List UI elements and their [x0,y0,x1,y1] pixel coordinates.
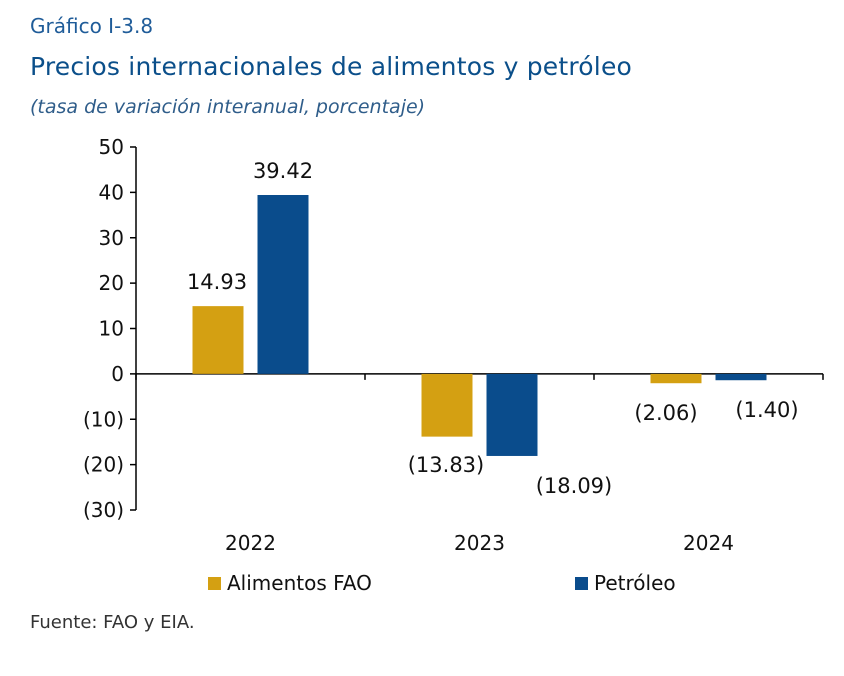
data-label: (13.83) [408,453,485,477]
bar-petr-leo-2024 [715,373,767,381]
legend-label: Alimentos FAO [227,571,372,595]
legend-swatch [208,577,221,590]
chart-title: Precios internacionales de alimentos y p… [30,52,633,81]
y-tick-label: 10 [99,317,124,341]
bar-alimentos-fao-2023 [421,373,473,437]
bar-alimentos-fao-2024 [650,373,702,384]
source-note: Fuente: FAO y EIA. [30,612,195,633]
y-tick-label: (30) [83,498,124,522]
chart-subtitle: (tasa de variación interanual, porcentaj… [30,96,426,118]
y-tick-label: 40 [99,180,124,204]
x-tick-label: 2023 [454,531,505,555]
data-label: (2.06) [634,401,697,425]
bar-alimentos-fao-2022 [192,306,244,374]
y-tick-label: (10) [83,407,124,431]
y-tick-label: 0 [111,362,124,386]
data-label: 14.93 [187,270,247,294]
data-label: (18.09) [536,474,613,498]
y-tick-label: (20) [83,453,124,477]
bar-petr-leo-2023 [486,373,538,456]
y-tick-label: 30 [99,226,124,250]
x-tick-label: 2024 [683,531,734,555]
legend-label: Petróleo [594,571,676,595]
figure-number: Gráfico I-3.8 [30,14,154,38]
x-tick-label: 2022 [225,531,276,555]
bar-petr-leo-2022 [257,195,309,374]
y-tick-label: 20 [99,271,124,295]
legend-swatch [575,577,588,590]
y-tick-label: 50 [99,135,124,159]
data-label: 39.42 [253,159,313,183]
data-label: (1.40) [735,398,798,422]
